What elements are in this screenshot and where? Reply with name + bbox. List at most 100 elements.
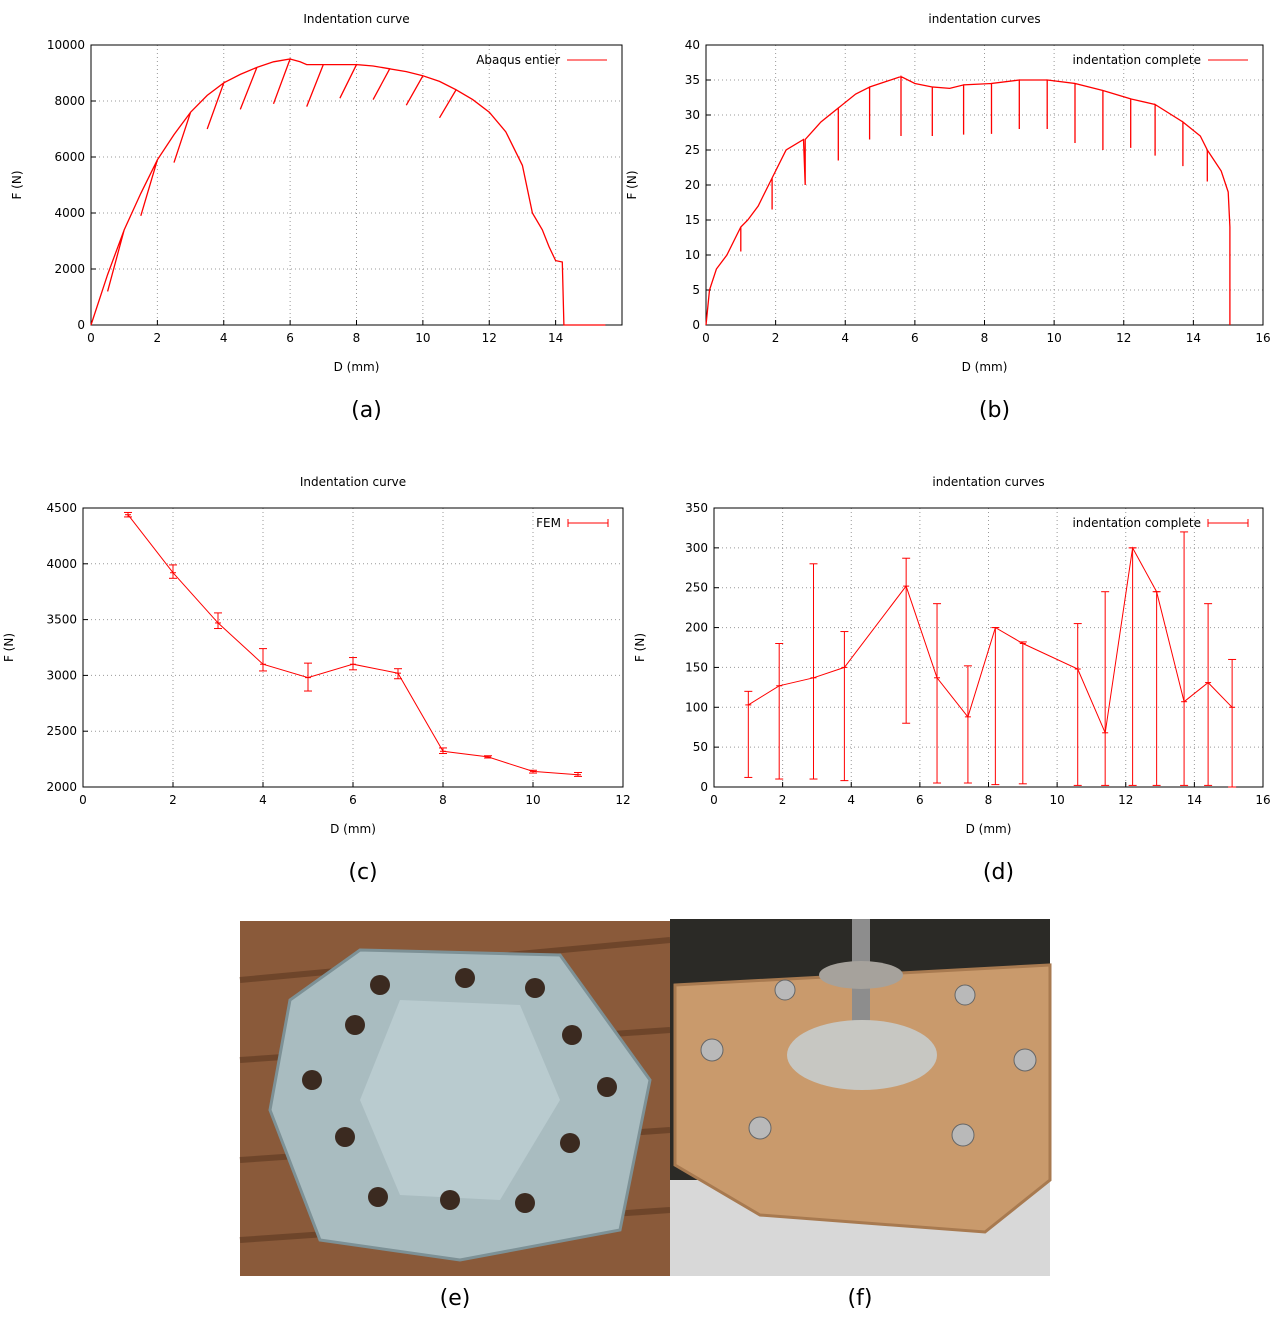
y-tick-label: 0: [700, 780, 708, 794]
x-axis-label: D (mm): [334, 360, 380, 374]
x-axis-label: D (mm): [330, 822, 376, 836]
y-tick-label: 0: [77, 318, 85, 332]
legend-label: FEM: [536, 516, 561, 530]
photo-e: [239, 921, 671, 1276]
x-tick-label: 0: [710, 793, 718, 807]
x-tick-label: 4: [847, 793, 855, 807]
x-tick-label: 12: [615, 793, 630, 807]
x-tick-label: 4: [220, 331, 228, 345]
sample: [787, 1020, 937, 1090]
x-tick-label: 10: [1046, 331, 1061, 345]
x-tick-label: 2: [169, 793, 177, 807]
y-tick-label: 200: [685, 621, 708, 635]
y-tick-label: 100: [685, 700, 708, 714]
x-tick-label: 10: [415, 331, 430, 345]
x-tick-label: 2: [772, 331, 780, 345]
y-tick-label: 2500: [46, 724, 77, 738]
x-tick-label: 8: [981, 331, 989, 345]
plot-frame: [705, 44, 1264, 326]
y-tick-label: 50: [693, 740, 708, 754]
x-tick-label: 0: [79, 793, 87, 807]
x-tick-label: 10: [1049, 793, 1064, 807]
y-tick-label: 250: [685, 581, 708, 595]
data-line: [748, 546, 1233, 735]
caption: (e): [440, 1286, 471, 1311]
y-axis-label: F (N): [633, 633, 647, 662]
y-tick-label: 5: [692, 283, 700, 297]
caption: (d): [983, 860, 1014, 885]
y-tick-label: 0: [692, 318, 700, 332]
y-tick-label: 10: [685, 248, 700, 262]
chart-title: Indentation curve: [303, 12, 409, 26]
x-tick-label: 14: [1187, 793, 1202, 807]
x-tick-label: 6: [286, 331, 294, 345]
x-tick-label: 10: [525, 793, 540, 807]
plot-frame: [90, 44, 623, 326]
caption: (b): [979, 398, 1010, 423]
y-tick-label: 20: [685, 178, 700, 192]
y-tick-label: 150: [685, 660, 708, 674]
y-tick-label: 2000: [54, 262, 85, 276]
plot-frame: [82, 507, 624, 788]
x-tick-label: 4: [841, 331, 849, 345]
y-tick-label: 15: [685, 213, 700, 227]
x-tick-label: 6: [349, 793, 357, 807]
y-tick-label: 35: [685, 73, 700, 87]
x-tick-label: 8: [353, 331, 361, 345]
x-tick-label: 2: [779, 793, 787, 807]
hexagon-center: [360, 1000, 560, 1200]
y-tick-label: 3000: [46, 668, 77, 682]
x-tick-label: 0: [87, 331, 95, 345]
x-tick-label: 6: [911, 331, 919, 345]
plot-frame: [713, 507, 1264, 788]
legend-label: indentation complete: [1073, 516, 1201, 530]
x-tick-label: 4: [259, 793, 267, 807]
x-tick-label: 8: [439, 793, 447, 807]
x-tick-label: 14: [1186, 331, 1201, 345]
y-tick-label: 40: [685, 38, 700, 52]
x-tick-label: 16: [1255, 793, 1270, 807]
y-tick-label: 3500: [46, 613, 77, 627]
x-tick-label: 12: [1118, 793, 1133, 807]
holes: [302, 968, 617, 1213]
nuts: [700, 979, 1037, 1147]
y-tick-label: 2000: [46, 780, 77, 794]
data-line: [90, 58, 606, 326]
photo-f: [670, 919, 1052, 1276]
x-tick-label: 6: [916, 793, 924, 807]
x-tick-label: 8: [985, 793, 993, 807]
y-tick-label: 6000: [54, 150, 85, 164]
chart-title: indentation curves: [932, 475, 1044, 489]
x-tick-label: 12: [1116, 331, 1131, 345]
y-tick-label: 25: [685, 143, 700, 157]
chart: 0 50 100 150 200 250 300 350 0 2 4 6 8 10 12 14 16 indent…: [633, 475, 1271, 885]
caption: (f): [848, 1286, 873, 1311]
y-tick-label: 4500: [46, 501, 77, 515]
x-tick-label: 2: [154, 331, 162, 345]
x-tick-label: 16: [1255, 331, 1270, 345]
y-tick-label: 4000: [54, 206, 85, 220]
board: [673, 963, 1052, 1234]
chart: 0 5 10 15 20 25 30 35 40 0 2 4 6 8 10 12 14 16 indentation…: [625, 12, 1271, 423]
indenter: [819, 961, 903, 989]
data-line: [705, 75, 1231, 326]
chart-title: indentation curves: [928, 12, 1040, 26]
y-axis-label: F (N): [625, 170, 639, 199]
y-tick-label: 10000: [47, 38, 85, 52]
legend-label: Abaqus entier: [476, 53, 560, 67]
chart: 0 2000 4000 6000 8000 10000 0 2 4 6 8 10 12 14 Indenta…: [10, 12, 623, 423]
y-tick-label: 8000: [54, 94, 85, 108]
x-tick-label: 12: [482, 331, 497, 345]
x-tick-label: 0: [702, 331, 710, 345]
y-axis-label: F (N): [10, 170, 24, 199]
caption: (a): [351, 398, 382, 423]
y-tick-label: 30: [685, 108, 700, 122]
chart-title: Indentation curve: [300, 475, 406, 489]
y-tick-label: 350: [685, 501, 708, 515]
legend-label: indentation complete: [1073, 53, 1201, 67]
x-axis-label: D (mm): [962, 360, 1008, 374]
caption: (c): [348, 860, 377, 885]
y-tick-label: 4000: [46, 557, 77, 571]
y-axis-label: F (N): [2, 633, 16, 662]
